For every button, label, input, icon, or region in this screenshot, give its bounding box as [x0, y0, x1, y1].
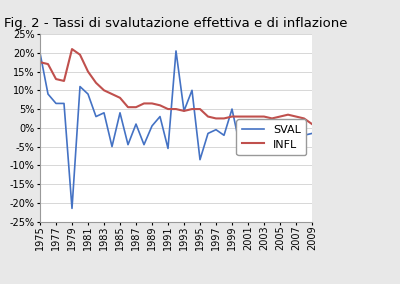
- INFL: [118, 96, 122, 99]
- INFL: [70, 47, 74, 51]
- INFL: [94, 81, 98, 85]
- INFL: [270, 117, 274, 120]
- Line: INFL: INFL: [40, 49, 312, 124]
- Line: SVAL: SVAL: [40, 51, 312, 208]
- Legend: SVAL, INFL: SVAL, INFL: [236, 119, 306, 155]
- INFL: [142, 102, 146, 105]
- SVAL: [254, 132, 258, 135]
- SVAL: [166, 147, 170, 150]
- SVAL: [206, 132, 210, 135]
- INFL: [150, 102, 154, 105]
- SVAL: [230, 107, 234, 111]
- SVAL: [150, 124, 154, 128]
- INFL: [302, 117, 306, 120]
- INFL: [198, 107, 202, 111]
- SVAL: [174, 49, 178, 53]
- INFL: [158, 104, 162, 107]
- SVAL: [182, 109, 186, 113]
- SVAL: [310, 132, 314, 135]
- INFL: [78, 53, 82, 57]
- INFL: [62, 79, 66, 83]
- SVAL: [78, 85, 82, 88]
- SVAL: [102, 111, 106, 114]
- INFL: [222, 117, 226, 120]
- SVAL: [46, 92, 50, 96]
- SVAL: [134, 122, 138, 126]
- INFL: [38, 60, 42, 64]
- INFL: [278, 115, 282, 118]
- INFL: [254, 115, 258, 118]
- SVAL: [142, 143, 146, 146]
- SVAL: [214, 128, 218, 131]
- SVAL: [270, 122, 274, 126]
- SVAL: [86, 92, 90, 96]
- SVAL: [118, 111, 122, 114]
- SVAL: [198, 158, 202, 161]
- SVAL: [94, 115, 98, 118]
- Title: Fig. 2 - Tassi di svalutazione effettiva e di inflazione: Fig. 2 - Tassi di svalutazione effettiva…: [4, 17, 348, 30]
- INFL: [46, 62, 50, 66]
- INFL: [294, 115, 298, 118]
- SVAL: [262, 133, 266, 137]
- SVAL: [286, 132, 290, 135]
- SVAL: [302, 133, 306, 137]
- SVAL: [222, 133, 226, 137]
- SVAL: [54, 102, 58, 105]
- SVAL: [158, 115, 162, 118]
- INFL: [246, 115, 250, 118]
- SVAL: [110, 145, 114, 148]
- INFL: [86, 70, 90, 73]
- INFL: [54, 77, 58, 81]
- INFL: [310, 122, 314, 126]
- SVAL: [278, 132, 282, 135]
- INFL: [190, 107, 194, 111]
- SVAL: [238, 145, 242, 148]
- INFL: [206, 115, 210, 118]
- SVAL: [294, 133, 298, 137]
- INFL: [230, 115, 234, 118]
- SVAL: [70, 207, 74, 210]
- INFL: [286, 113, 290, 116]
- SVAL: [190, 89, 194, 92]
- INFL: [214, 117, 218, 120]
- INFL: [126, 105, 130, 109]
- INFL: [262, 115, 266, 118]
- INFL: [238, 115, 242, 118]
- SVAL: [246, 141, 250, 145]
- INFL: [182, 109, 186, 113]
- SVAL: [38, 51, 42, 55]
- INFL: [134, 105, 138, 109]
- INFL: [174, 107, 178, 111]
- INFL: [110, 92, 114, 96]
- SVAL: [62, 102, 66, 105]
- INFL: [166, 107, 170, 111]
- SVAL: [126, 143, 130, 146]
- INFL: [102, 89, 106, 92]
